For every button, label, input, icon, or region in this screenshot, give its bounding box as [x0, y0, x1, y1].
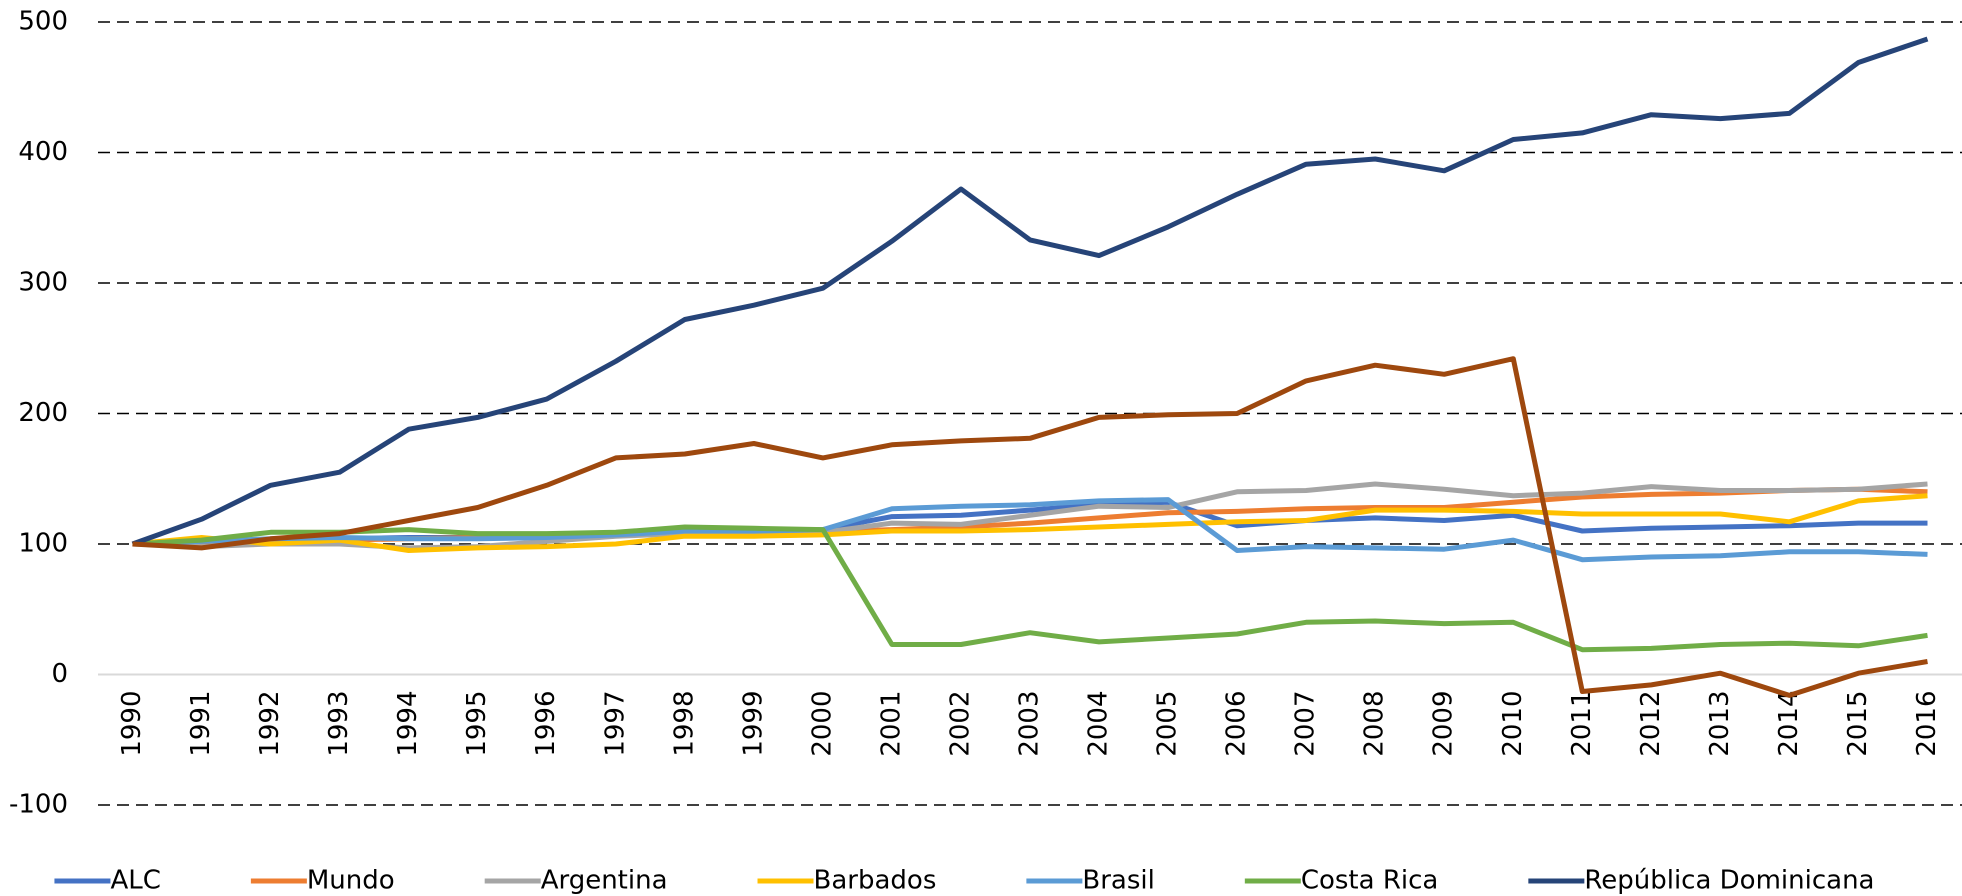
x-tick-label: 1994	[393, 691, 423, 757]
y-tick-label: -100	[9, 790, 68, 820]
legend-label: Argentina	[541, 866, 668, 896]
series-line	[132, 497, 1928, 563]
x-tick-label: 1993	[324, 691, 354, 757]
x-tick-label: 2007	[1291, 691, 1321, 757]
legend-label: República Dominicana	[1584, 866, 1874, 896]
legend-label: Brasil	[1082, 866, 1154, 896]
x-tick-label: 2009	[1429, 691, 1459, 757]
x-tick-label: 2013	[1705, 691, 1735, 757]
y-tick-label: 0	[51, 659, 68, 689]
x-tick-label: 2003	[1015, 691, 1045, 757]
legend-label: Barbados	[814, 866, 937, 896]
series-line	[132, 493, 1928, 553]
x-tick-label: 2004	[1084, 691, 1114, 757]
x-tick-label: 2001	[876, 691, 906, 757]
x-tick-label: 2000	[807, 691, 837, 757]
legend-label: Mundo	[307, 866, 395, 896]
x-tick-label: 1992	[255, 691, 285, 757]
x-tick-label: 1995	[462, 691, 492, 757]
x-tick-label: 1991	[186, 691, 216, 757]
x-tick-label: 2005	[1153, 691, 1183, 757]
series-line	[132, 524, 1928, 653]
x-tick-label: 2010	[1498, 691, 1528, 757]
y-tick-label: 400	[18, 137, 68, 167]
legend-label: Costa Rica	[1301, 866, 1439, 896]
x-tick-label: 2011	[1567, 691, 1597, 757]
x-tick-label: 2012	[1636, 691, 1666, 757]
x-tick-label: 2014	[1774, 691, 1804, 757]
x-tick-label: 1998	[669, 691, 699, 757]
series-line	[132, 356, 1928, 698]
x-tick-label: 2015	[1843, 691, 1873, 757]
x-tick-label: 2016	[1912, 691, 1942, 757]
x-tick-label: 1996	[531, 691, 561, 757]
y-tick-label: 300	[18, 268, 68, 298]
x-tick-label: 1999	[738, 691, 768, 757]
x-tick-label: 2002	[945, 690, 975, 756]
y-tick-label: 500	[18, 7, 68, 37]
x-tick-label: 2006	[1222, 691, 1252, 757]
legend-label: ALC	[110, 866, 160, 896]
x-tick-label: 2008	[1360, 691, 1390, 757]
y-tick-label: 200	[18, 398, 68, 428]
y-tick-label: 100	[18, 529, 68, 559]
x-tick-label: 1990	[117, 691, 147, 757]
x-tick-label: 1997	[600, 691, 630, 757]
series-line	[131, 36, 1929, 547]
